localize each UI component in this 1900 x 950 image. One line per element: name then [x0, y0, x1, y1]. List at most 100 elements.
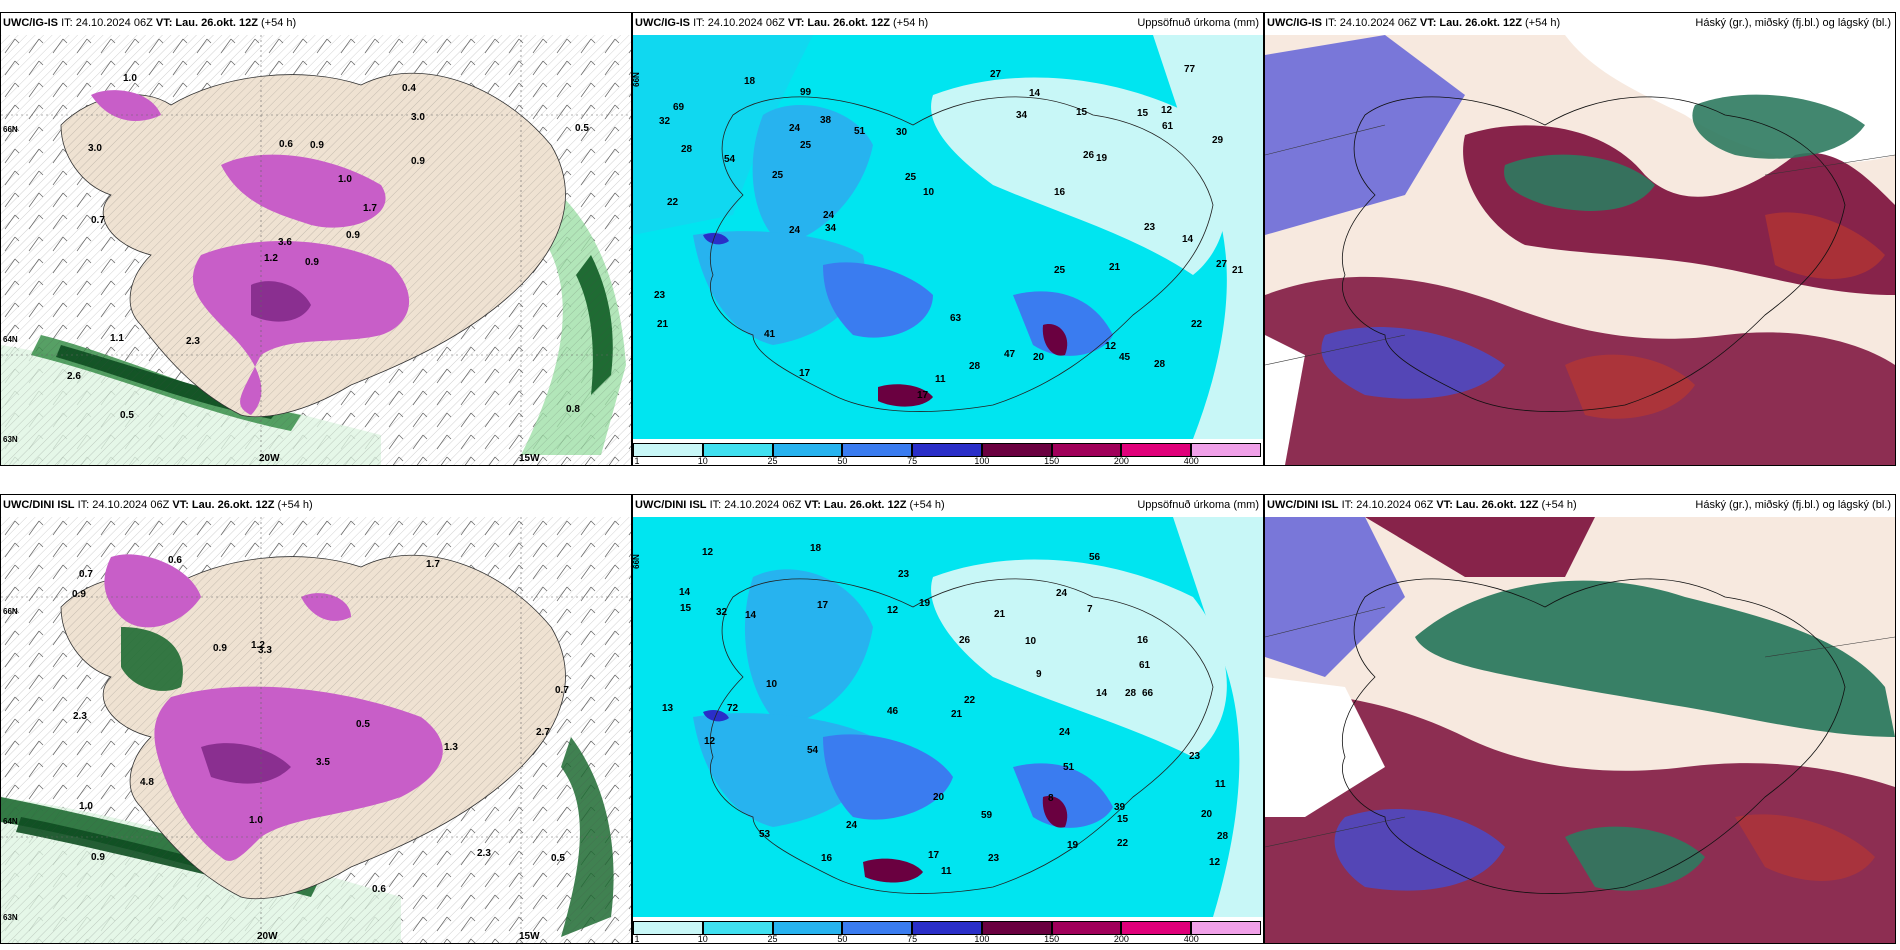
- lat-label: 66N: [632, 72, 641, 87]
- valid-label: VT:: [804, 499, 821, 511]
- value-label: 25: [905, 172, 917, 183]
- value-label: 19: [919, 598, 931, 609]
- value-label: 20: [1033, 352, 1045, 363]
- value-label: 1.0: [79, 801, 93, 812]
- value-label: 21: [994, 609, 1006, 620]
- valid-time: Lau. 26.okt. 12Z: [175, 17, 258, 29]
- value-label: 19: [1067, 840, 1079, 851]
- panel-header: UWC/IG-IS IT: 24.10.2024 06Z VT: Lau. 26…: [633, 13, 1263, 33]
- value-label: 61: [1139, 660, 1151, 671]
- panel-header: UWC/IG-IS IT: 24.10.2024 06Z VT: Lau. 26…: [1265, 13, 1895, 33]
- valid-time: Lau. 26.okt. 12Z: [1455, 499, 1539, 511]
- value-label: 14: [745, 610, 757, 621]
- value-label: 11: [941, 866, 952, 877]
- value-label: 21: [657, 319, 669, 330]
- valid-time: Lau. 26.okt. 12Z: [1439, 17, 1522, 29]
- value-label: 21: [1232, 265, 1244, 276]
- value-label: 10: [1025, 636, 1037, 647]
- value-label: 0.6: [372, 884, 386, 895]
- value-label: 3.3: [258, 645, 272, 656]
- value-label: 66: [1142, 688, 1154, 699]
- value-label: 0.5: [551, 853, 565, 864]
- value-label: 3.6: [278, 237, 292, 248]
- lat-label: 64N: [3, 335, 18, 344]
- value-label: 14: [1182, 234, 1194, 245]
- precip-map-canvas: [633, 35, 1263, 439]
- value-label: 53: [759, 829, 771, 840]
- colorbar-swatch: [702, 443, 773, 457]
- valid-label: VT:: [1436, 499, 1453, 511]
- value-label: 69: [673, 102, 685, 113]
- value-label: 54: [724, 154, 736, 165]
- value-label: 15: [1117, 814, 1129, 825]
- value-label: 1.0: [249, 815, 263, 826]
- colorbar-tick: 200: [1113, 456, 1129, 466]
- panel-ig-is-wind: UWC/IG-IS IT: 24.10.2024 06Z VT: Lau. 26…: [0, 12, 632, 466]
- lat-label: 66N: [3, 125, 18, 134]
- value-label: 24: [823, 210, 835, 221]
- value-label: 12: [1105, 341, 1117, 352]
- panel-header: UWC/IG-IS IT: 24.10.2024 06Z VT: Lau. 26…: [1, 13, 631, 33]
- colorbar-tick: 25: [767, 934, 778, 944]
- value-label: 39: [1114, 802, 1126, 813]
- value-label: 28: [1125, 688, 1137, 699]
- valid-label: VT:: [172, 499, 189, 511]
- value-label: 22: [1191, 319, 1203, 330]
- init-time: IT: 24.10.2024 06Z: [77, 499, 170, 511]
- colorbar-swatch: [912, 921, 982, 935]
- precip-map: 28 25 16 11 15 17 25 34 12 21 27 38 26 41 22 17 24 30 28 47…: [633, 35, 1263, 439]
- colorbar-swatch: [633, 921, 703, 935]
- value-label: 12: [704, 736, 716, 747]
- value-label: 1.0: [338, 174, 352, 185]
- lat-label: 66N: [632, 554, 641, 569]
- wind-map: 20W 15W 66N 64N 63N 0.9 3.0 3.6 2.6 1.7 2.3 0.…: [1, 35, 631, 465]
- value-label: 99: [800, 87, 812, 98]
- value-label: 7: [1087, 604, 1093, 615]
- value-label: 0.5: [120, 410, 134, 421]
- value-label: 38: [820, 115, 832, 126]
- value-label: 21: [1109, 262, 1121, 273]
- colorbar-tick: 1: [634, 456, 640, 466]
- value-label: 15: [1137, 108, 1149, 119]
- wind-map-canvas: [1, 35, 631, 465]
- value-label: 28: [969, 361, 981, 372]
- value-label: 10: [766, 679, 778, 690]
- init-time: IT: 24.10.2024 06Z: [709, 499, 802, 511]
- value-label: 17: [917, 390, 929, 401]
- value-label: 72: [727, 703, 739, 714]
- colorbar-tick: 75: [907, 934, 918, 944]
- value-label: 32: [659, 116, 671, 127]
- colorbar-swatch: [981, 443, 1052, 457]
- value-label: 29: [1212, 135, 1224, 146]
- panel-dini-wind: UWC/DINI ISL IT: 24.10.2024 06Z VT: Lau.…: [0, 494, 632, 944]
- value-label: 10: [923, 187, 935, 198]
- value-label: 20: [933, 792, 945, 803]
- value-label: 23: [988, 853, 1000, 864]
- colorbar-tick: 400: [1183, 934, 1199, 944]
- lat-label: 63N: [3, 913, 18, 922]
- value-label: 3.0: [411, 112, 425, 123]
- value-label: 12: [1209, 857, 1221, 868]
- value-label: 0.8: [566, 404, 580, 415]
- valid-time: Lau. 26.okt. 12Z: [823, 499, 907, 511]
- value-label: 22: [964, 695, 976, 706]
- valid-time: Lau. 26.okt. 12Z: [807, 17, 890, 29]
- product-title: Háský (gr.), miðský (fj.bl.) og lágský (…: [1695, 17, 1891, 29]
- lead-time: (+54 h): [1525, 17, 1561, 29]
- value-label: 17: [817, 600, 829, 611]
- precip-map-canvas: [633, 517, 1263, 917]
- lead-time: (+54 h): [909, 499, 945, 511]
- lead-time: (+54 h): [893, 17, 929, 29]
- lead-time: (+54 h): [277, 499, 313, 511]
- value-label: 15: [680, 603, 692, 614]
- value-label: 17: [928, 850, 940, 861]
- value-label: 24: [1059, 727, 1071, 738]
- value-label: 3.0: [88, 143, 102, 154]
- value-label: 77: [1184, 64, 1196, 75]
- value-label: 61: [1162, 121, 1174, 132]
- colorbar-swatch: [1191, 921, 1261, 935]
- value-label: 32: [716, 607, 728, 618]
- colorbar-tick: 50: [837, 456, 848, 466]
- value-label: 19: [1096, 153, 1108, 164]
- value-label: 20: [1201, 809, 1213, 820]
